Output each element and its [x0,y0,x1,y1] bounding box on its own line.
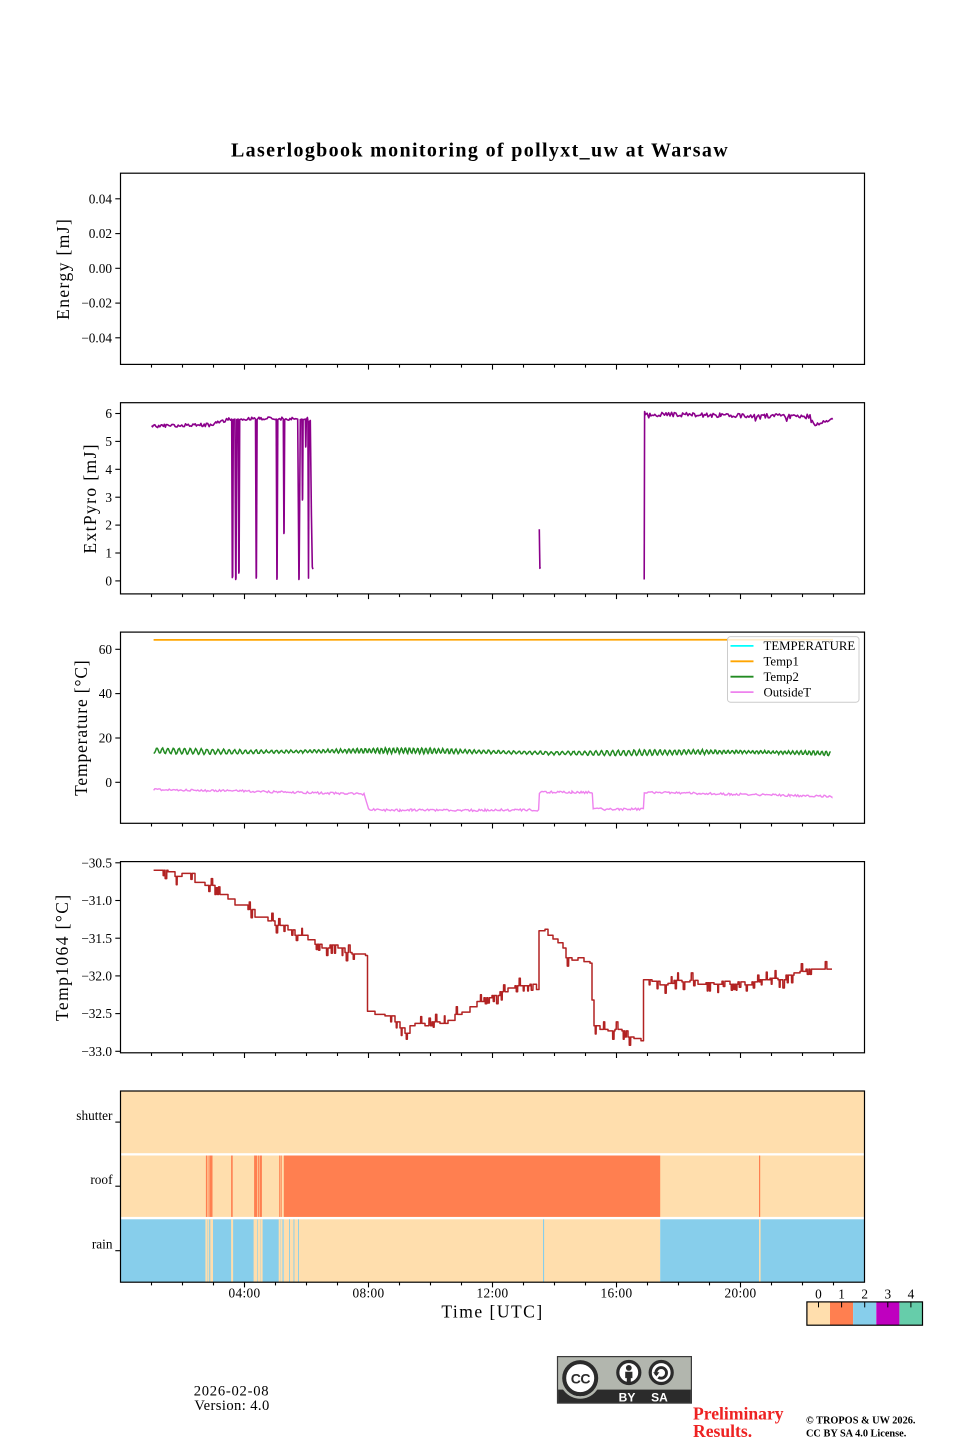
svg-text:1: 1 [105,546,112,561]
svg-text:−32.5: −32.5 [81,1006,112,1021]
svg-text:Temp2: Temp2 [764,670,799,684]
svg-text:1: 1 [838,1287,845,1302]
svg-text:−0.02: −0.02 [81,296,112,311]
svg-text:4: 4 [105,462,112,477]
svg-text:−32.0: −32.0 [81,969,112,984]
svg-text:−33.0: −33.0 [81,1044,112,1059]
svg-text:CC: CC [571,1370,591,1386]
svg-text:2: 2 [861,1287,868,1302]
svg-text:40: 40 [99,686,113,701]
svg-text:20: 20 [99,731,113,746]
svg-text:−0.04: −0.04 [81,330,112,345]
svg-text:OutsideT: OutsideT [764,685,812,699]
svg-text:0: 0 [105,574,112,589]
svg-text:roof: roof [90,1172,113,1187]
svg-text:0.04: 0.04 [89,191,113,206]
svg-text:© TROPOS & UW 2026.: © TROPOS & UW 2026. [806,1416,916,1427]
svg-text:ExtPyro [mJ]: ExtPyro [mJ] [80,443,100,554]
svg-text:Temp1064 [°C]: Temp1064 [°C] [52,893,72,1021]
svg-text:Temperature [°C]: Temperature [°C] [71,659,91,795]
svg-text:04:00: 04:00 [228,1286,260,1301]
svg-text:2026-02-08: 2026-02-08 [194,1384,270,1400]
svg-text:Preliminary: Preliminary [693,1404,784,1424]
svg-text:Energy [mJ]: Energy [mJ] [53,218,73,320]
svg-text:SA: SA [651,1390,668,1404]
svg-text:0: 0 [105,775,112,790]
svg-text:Time [UTC]: Time [UTC] [441,1302,543,1322]
svg-text:0.00: 0.00 [89,261,113,276]
svg-text:12:00: 12:00 [476,1286,508,1301]
svg-text:Version: 4.0: Version: 4.0 [194,1398,269,1414]
svg-text:60: 60 [99,642,113,657]
svg-text:2: 2 [105,518,112,533]
svg-text:08:00: 08:00 [352,1286,384,1301]
svg-text:−31.5: −31.5 [81,931,112,946]
svg-text:CC BY SA 4.0 License.: CC BY SA 4.0 License. [806,1429,907,1440]
svg-text:BY: BY [619,1390,636,1404]
svg-text:0.02: 0.02 [89,226,112,241]
svg-text:Temp1: Temp1 [764,655,799,669]
svg-text:−31.0: −31.0 [81,893,112,908]
svg-text:3: 3 [105,490,112,505]
svg-text:Laserlogbook monitoring of pol: Laserlogbook monitoring of pollyxt_uw at… [231,140,729,162]
svg-text:20:00: 20:00 [724,1286,756,1301]
svg-text:−30.5: −30.5 [81,855,112,870]
svg-text:16:00: 16:00 [600,1286,632,1301]
svg-text:rain: rain [92,1237,113,1252]
svg-text:shutter: shutter [76,1108,113,1123]
svg-text:0: 0 [815,1287,822,1302]
svg-text:5: 5 [105,434,112,449]
svg-text:4: 4 [908,1287,915,1302]
svg-text:6: 6 [105,406,112,421]
svg-text:3: 3 [884,1287,891,1302]
svg-text:TEMPERATURE: TEMPERATURE [764,639,856,653]
svg-text:Results.: Results. [693,1421,752,1440]
